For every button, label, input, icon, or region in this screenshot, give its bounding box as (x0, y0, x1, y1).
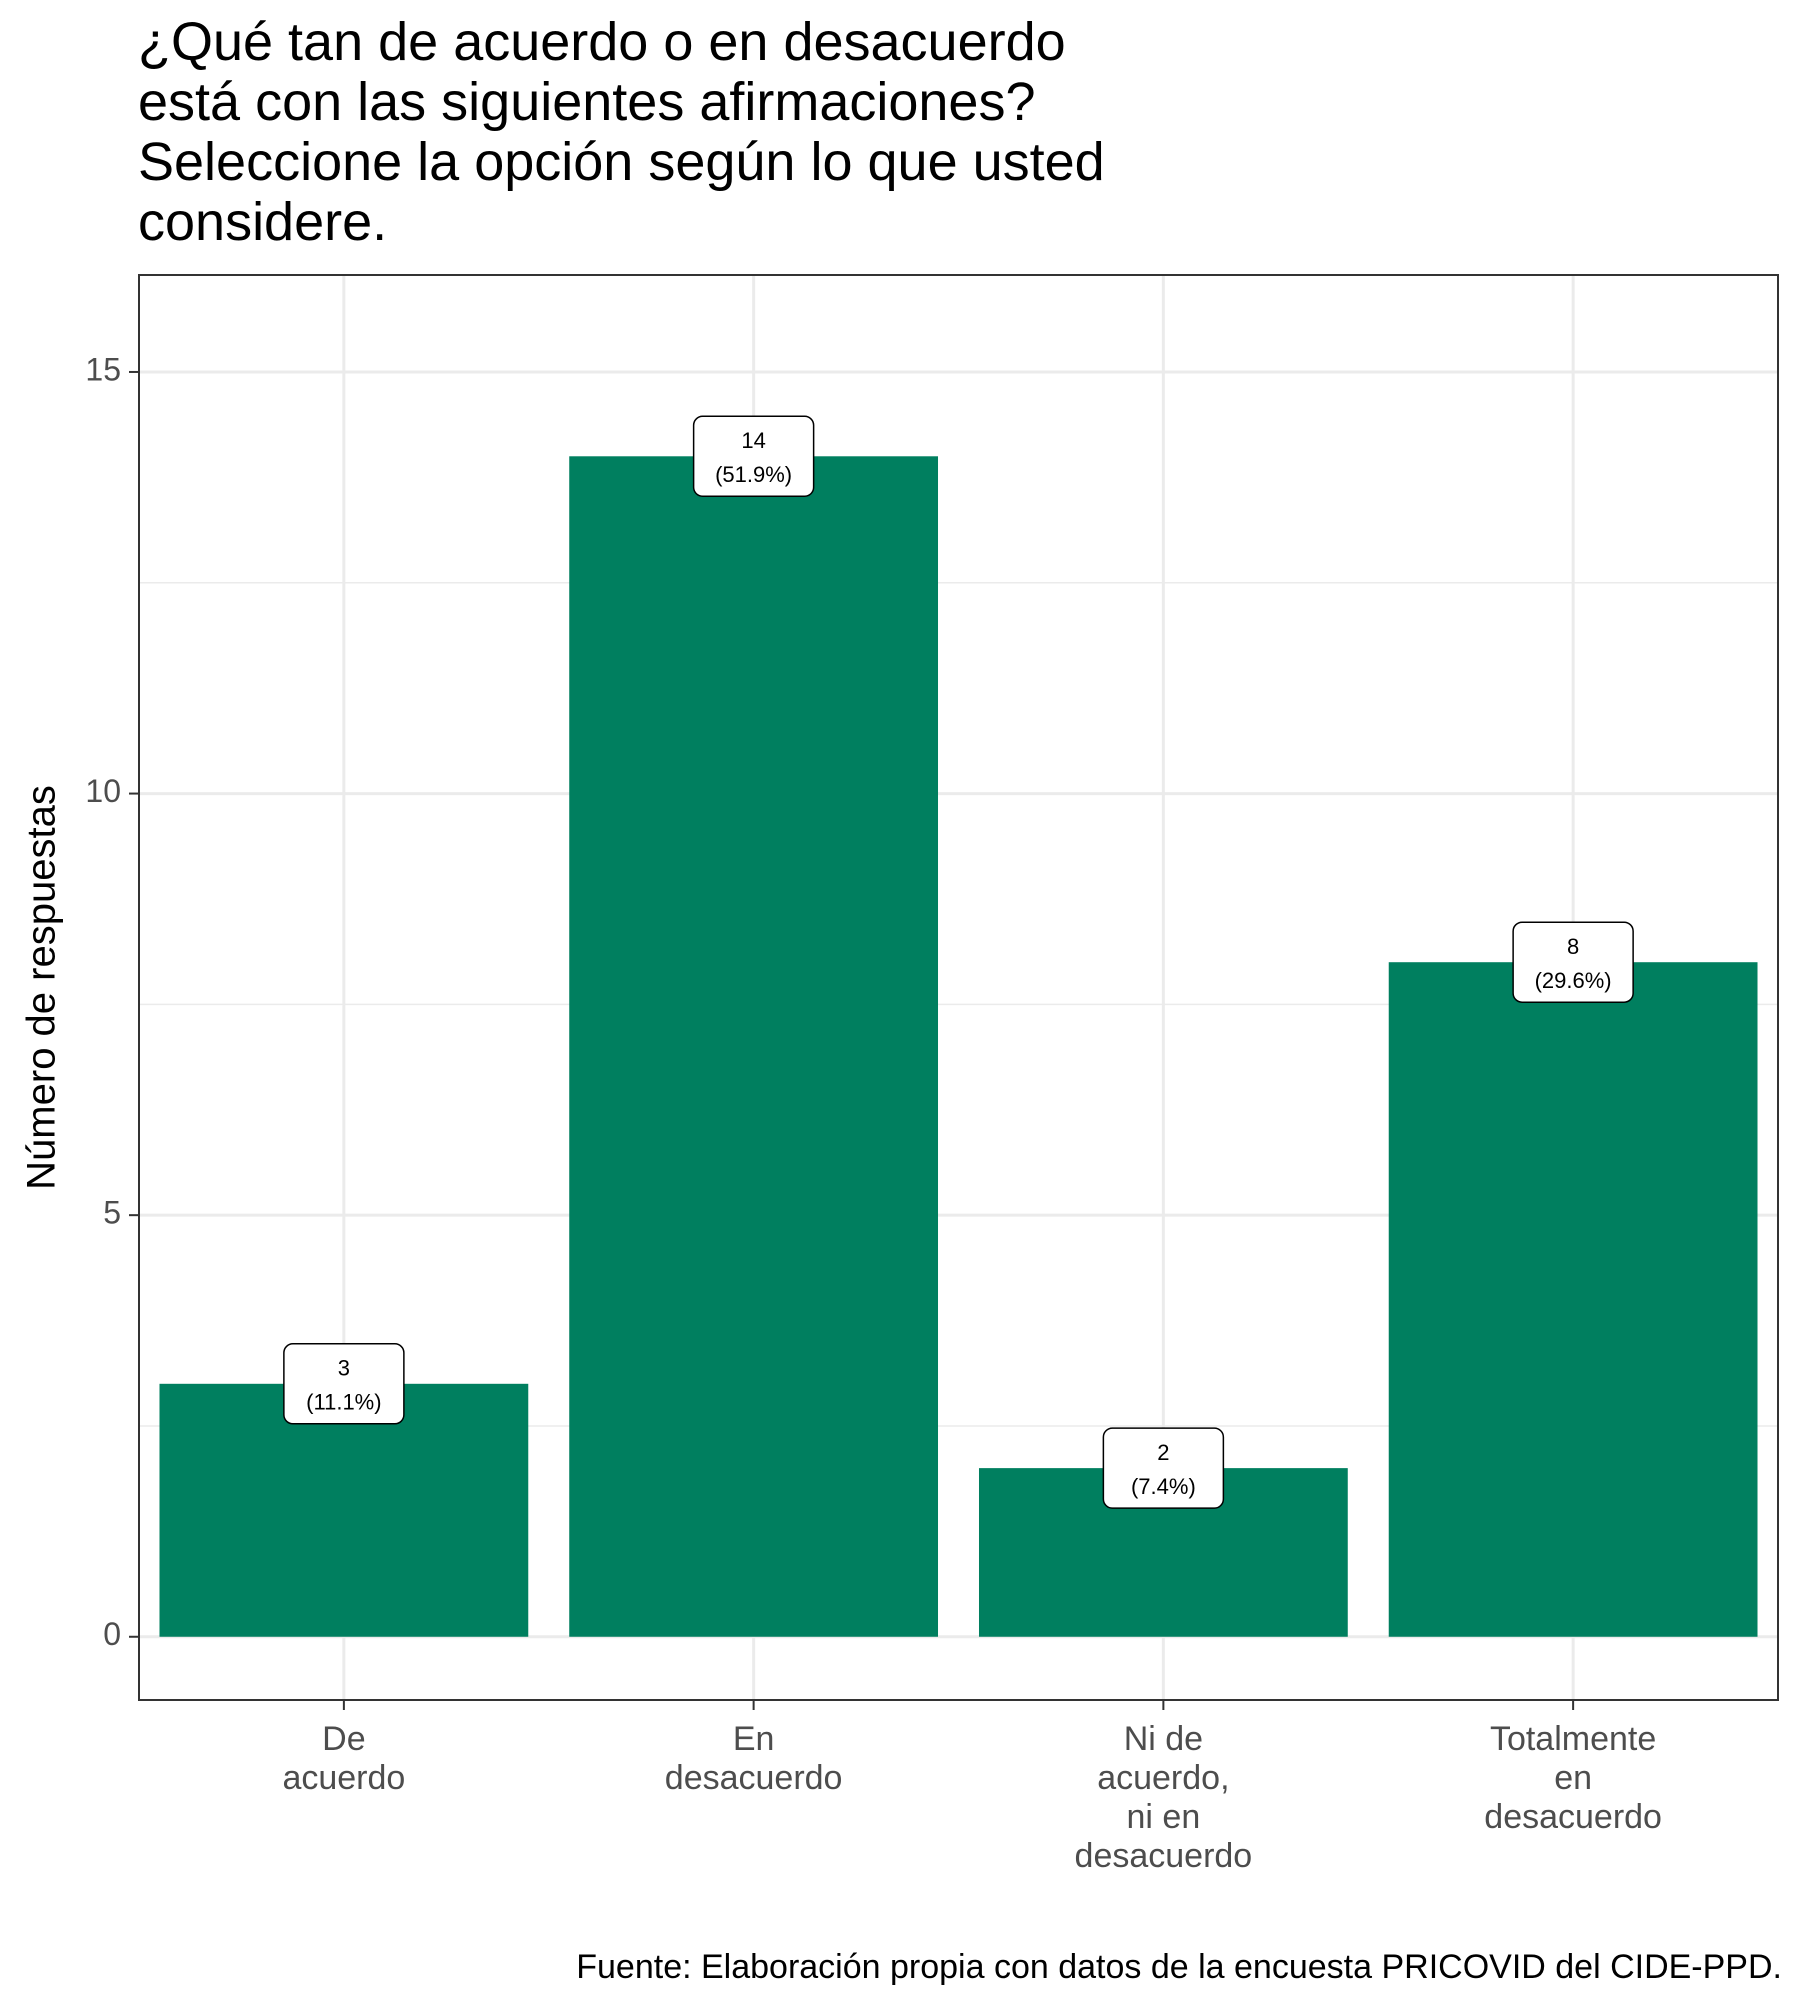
data-label: (11.1%) (306, 1390, 381, 1415)
bar (569, 456, 939, 1637)
x-tick-label: acuerdo (282, 1759, 405, 1797)
x-tick-label: desacuerdo (1484, 1798, 1662, 1836)
data-label-box (283, 1343, 405, 1425)
chart-title: ¿Qué tan de acuerdo o en desacuerdo está… (138, 12, 1438, 252)
chart-caption: Fuente: Elaboración propia con datos de … (576, 1948, 1782, 1986)
bar (1388, 962, 1758, 1637)
data-labels: 3 (11.1%) 14 (51.9%) 2 (7.4%) 8 (29.6%) (283, 415, 1634, 1509)
x-tick-label: Totalmente (1490, 1720, 1656, 1758)
data-label: (29.6%) (1535, 968, 1612, 993)
data-label-box (1512, 921, 1634, 1003)
title-line: Seleccione la opción según lo que usted (138, 132, 1105, 192)
x-tick-label: En (733, 1720, 775, 1758)
data-label: 2 (1157, 1440, 1169, 1465)
data-label: 14 (741, 428, 765, 453)
data-label: (7.4%) (1131, 1474, 1196, 1499)
y-tick-label: 15 (85, 351, 121, 387)
x-tick-label: acuerdo, (1097, 1759, 1229, 1797)
x-tick-label: desacuerdo (665, 1759, 843, 1797)
bars (159, 456, 1758, 1637)
title-line: considere. (138, 192, 388, 252)
data-label: (51.9%) (715, 462, 792, 487)
y-tick-label: 0 (103, 1616, 121, 1652)
y-axis-title: Número de respuestas (20, 785, 64, 1190)
data-label-box (692, 415, 815, 498)
x-tick-label: ni en (1127, 1798, 1201, 1836)
x-tick-label: Ni de (1124, 1720, 1203, 1758)
x-tick-label: desacuerdo (1075, 1837, 1253, 1875)
x-tick-label: en (1554, 1759, 1592, 1797)
data-label: 3 (338, 1356, 350, 1381)
panel-border (138, 274, 1779, 1701)
title-line: está con las siguientes afirmaciones? (138, 72, 1036, 132)
title-line: ¿Qué tan de acuerdo o en desacuerdo (138, 12, 1066, 72)
x-tick-label: De (322, 1720, 365, 1758)
data-label-box (1102, 1427, 1225, 1509)
bar (159, 1383, 529, 1637)
y-tick-label: 10 (85, 773, 121, 809)
data-label: 8 (1567, 934, 1579, 959)
y-tick-label: 5 (103, 1195, 121, 1231)
